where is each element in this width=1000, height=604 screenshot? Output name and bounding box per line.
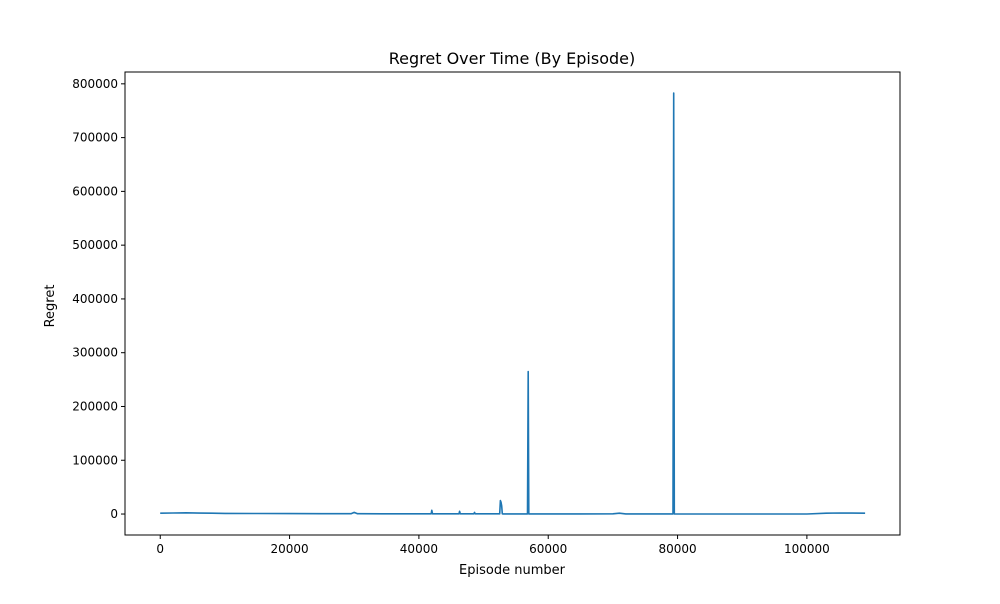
y-axis: 0 100000 200000 300000 400000 500000 600000 700…	[72, 77, 125, 521]
y-tick-label: 200000	[72, 399, 118, 413]
chart-title: Regret Over Time (By Episode)	[389, 49, 636, 68]
y-tick-label: 300000	[72, 346, 118, 360]
plot-frame	[124, 71, 901, 536]
x-axis: 0 20000 40000 60000 80000 100000	[156, 535, 830, 556]
series-group	[160, 92, 866, 515]
plot-border	[124, 71, 901, 536]
y-tick-label: 800000	[72, 77, 118, 91]
y-tick-label: 100000	[72, 453, 118, 467]
x-axis-label: Episode number	[459, 563, 566, 578]
series-line-0	[160, 92, 866, 515]
y-tick-label: 700000	[72, 131, 118, 145]
x-tick-label: 20000	[270, 542, 308, 556]
x-tick-label: 100000	[784, 542, 830, 556]
y-tick-label: 400000	[72, 292, 118, 306]
x-tick-label: 0	[156, 542, 164, 556]
y-tick-label: 0	[110, 507, 118, 521]
x-tick-label: 40000	[400, 542, 438, 556]
y-axis-label: Regret	[43, 285, 58, 328]
x-tick-label: 60000	[529, 542, 567, 556]
x-tick-label: 80000	[658, 542, 696, 556]
y-tick-label: 500000	[72, 238, 118, 252]
y-tick-label: 600000	[72, 184, 118, 198]
